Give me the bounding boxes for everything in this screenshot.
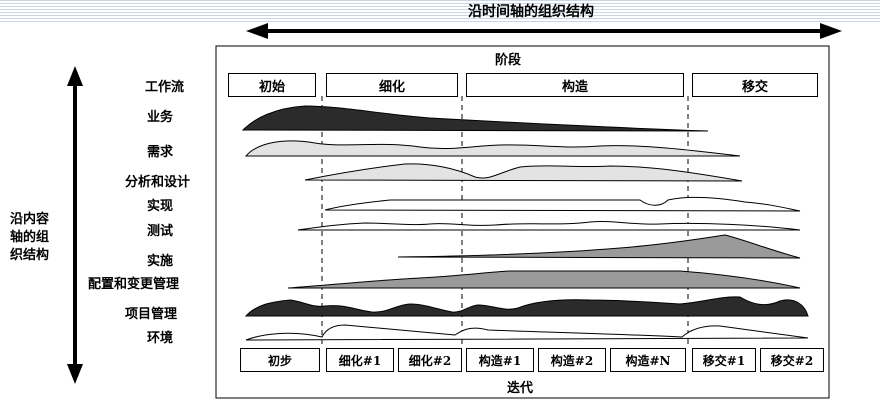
hump-test	[297, 221, 801, 231]
workflow-header: 工作流	[145, 80, 185, 95]
phases-title: 阶段	[495, 53, 522, 68]
iteration-elaboration-1: 细化#1	[326, 348, 394, 372]
diagram-frame	[215, 45, 830, 399]
iteration-preliminary: 初步	[240, 348, 320, 372]
content-axis-arrow	[67, 66, 83, 384]
hump-analysis-design	[304, 163, 743, 182]
iteration-construction-2: 构造#2	[538, 348, 606, 372]
workflow-config-change: 配置和变更管理	[88, 277, 180, 292]
content-axis-label-line-2: 轴的组	[10, 230, 50, 245]
iteration-construction-1: 构造#1	[466, 348, 534, 372]
workflow-implementation: 实现	[147, 199, 174, 214]
workflow-test: 测试	[147, 224, 174, 239]
hump-environment	[245, 324, 809, 341]
workflow-deployment: 实施	[147, 254, 174, 269]
time-axis-arrow	[246, 23, 842, 39]
iteration-construction-n: 构造#N	[610, 348, 686, 372]
iteration-transition-1: 移交#1	[692, 348, 756, 372]
hump-config-change	[287, 270, 801, 289]
hump-project-mgmt	[244, 296, 809, 317]
hump-business	[241, 105, 709, 132]
iterations-title: 迭代	[507, 381, 534, 396]
phase-inception: 初始	[228, 73, 316, 97]
phase-transition: 移交	[692, 73, 818, 97]
workflow-project-mgmt: 项目管理	[125, 307, 178, 322]
content-axis-label-line-3: 织结构	[10, 248, 50, 263]
iteration-transition-2: 移交#2	[760, 348, 824, 372]
workflow-requirements: 需求	[147, 145, 174, 160]
header-stripe-band	[0, 0, 880, 22]
workflow-environment: 环境	[147, 331, 174, 346]
iteration-elaboration-2: 细化#2	[398, 348, 462, 372]
workflow-analysis-design: 分析和设计	[125, 175, 191, 190]
phase-construction: 构造	[466, 73, 684, 97]
hump-requirements	[244, 140, 741, 157]
content-axis-label-line-1: 沿内容	[10, 212, 50, 227]
workflow-business: 业务	[147, 110, 174, 125]
hump-deployment	[397, 234, 801, 259]
hump-implementation	[324, 196, 801, 212]
time-axis-label: 沿时间轴的组织结构	[468, 4, 594, 20]
phase-elaboration: 细化	[326, 73, 458, 97]
